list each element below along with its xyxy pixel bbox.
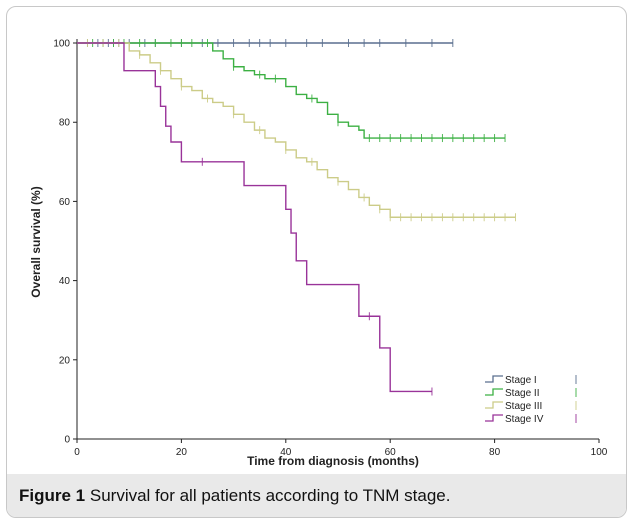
legend-swatch [485, 388, 503, 396]
legend-item-stage-3: Stage III [485, 401, 577, 412]
x-tick-label: 80 [489, 447, 501, 458]
figure-panel: 0 20 40 60 80 100 0 20 40 60 80 100 Stage I Stage II… [6, 6, 627, 518]
y-tick-label: 60 [59, 197, 71, 208]
survival-curve-stage-3 [77, 42, 516, 218]
series-layer [77, 39, 516, 396]
legend-item-stage-2: Stage II [485, 388, 577, 399]
x-tick-label: 40 [280, 447, 292, 458]
legend-label: Stage III [505, 401, 542, 412]
caption-text: Survival for all patients according to T… [89, 486, 451, 505]
survival-chart: 0 20 40 60 80 100 0 20 40 60 80 100 Stage I Stage II… [29, 39, 608, 469]
series-stage-3 [77, 39, 516, 222]
x-tick-label: 0 [74, 447, 80, 458]
x-tick-label: 20 [176, 447, 188, 458]
x-tick-label: 60 [385, 447, 397, 458]
caption-label: Figure 1 [19, 486, 86, 505]
legend-swatch [485, 414, 503, 422]
legend-item-stage-4: Stage IV [485, 414, 577, 425]
legend: Stage I Stage II Stage III Stage IV [485, 375, 577, 425]
legend-label: Stage IV [505, 414, 544, 425]
y-tick-label: 40 [59, 276, 71, 287]
figure-caption: Figure 1 Survival for all patients accor… [19, 486, 451, 506]
y-tick-label: 0 [64, 435, 70, 446]
legend-swatch [485, 401, 503, 409]
caption-band: Figure 1 Survival for all patients accor… [7, 474, 626, 517]
survival-curve-stage-2 [77, 42, 506, 139]
legend-item-stage-1: Stage I [485, 375, 577, 386]
chart-axes: 0 20 40 60 80 100 0 20 40 60 80 100 [53, 39, 607, 459]
y-axis-title: Overall survival (%) [29, 186, 43, 297]
y-tick-label: 80 [59, 118, 71, 129]
legend-label: Stage I [505, 375, 537, 386]
y-tick-label: 100 [53, 39, 70, 50]
survival-curve-stage-4 [77, 42, 432, 393]
legend-label: Stage II [505, 388, 539, 399]
x-axis-title: Time from diagnosis (months) [247, 454, 419, 468]
x-tick-label: 100 [591, 447, 608, 458]
series-stage-4 [77, 42, 433, 396]
legend-swatch [485, 375, 503, 383]
y-tick-label: 20 [59, 355, 71, 366]
